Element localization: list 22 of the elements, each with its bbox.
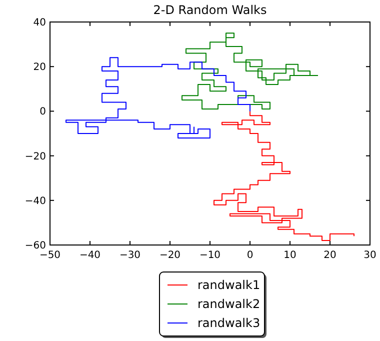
y-tick-label: −40	[24, 196, 46, 207]
line-series	[66, 57, 250, 138]
y-tick-label: −20	[24, 151, 46, 162]
x-tick-label: 30	[364, 250, 376, 261]
x-tick-label: −40	[79, 250, 101, 261]
x-tick-label: 10	[284, 250, 296, 261]
line-series	[214, 110, 354, 242]
line-series	[182, 32, 318, 112]
y-tick-label: 40	[33, 18, 46, 28]
legend-label: randwalk3	[198, 316, 260, 330]
y-tick-label: −60	[24, 240, 46, 252]
legend-label: randwalk2	[198, 297, 260, 311]
x-tick-label: −20	[159, 250, 181, 261]
x-tick-label: −50	[39, 250, 61, 261]
x-tick-label: −10	[199, 250, 221, 261]
y-tick-label: 20	[33, 62, 46, 74]
y-tick-label: 0	[40, 106, 46, 118]
x-tick-label: −30	[119, 250, 141, 261]
legend-label: randwalk1	[198, 278, 260, 292]
x-tick-label: 20	[324, 250, 336, 261]
chart-title: 2-D Random Walks	[153, 3, 267, 17]
x-tick-label: 0	[246, 250, 254, 261]
